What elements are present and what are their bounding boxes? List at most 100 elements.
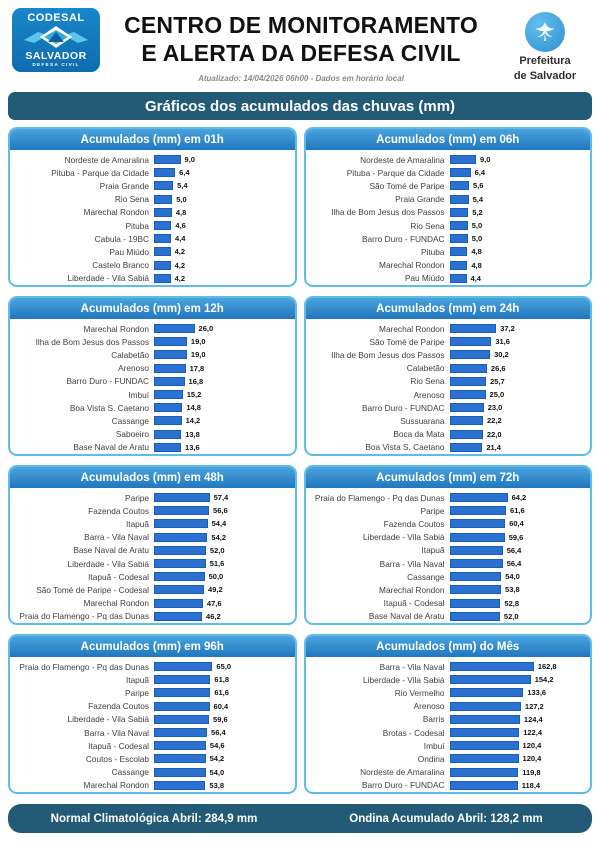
bar-row: Praia do Flamengo - Pq das Dunas 64,2: [308, 491, 587, 504]
bar-value: 133,6: [527, 688, 547, 698]
bar-value: 56,4: [506, 545, 522, 555]
prefeitura-label-line2: de Salvador: [513, 70, 577, 83]
rainfall-bar: [449, 234, 468, 244]
station-label: Rio Sena: [114, 194, 150, 205]
station-label: Liberdade - Vila Sabiá: [67, 273, 150, 284]
chart-title: Acumulados (mm) em 48h: [10, 467, 295, 488]
station-label: Praia do Flamengo - Pq das Dunas: [19, 661, 150, 672]
bar-value: 4,2: [174, 260, 186, 270]
bar-value: 127,2: [524, 701, 544, 711]
rainfall-bar: [449, 780, 518, 790]
bar-row: Paripe 61,6: [308, 504, 587, 517]
bar-value: 4,2: [174, 273, 186, 283]
bar-row: Fazenda Coutos 60,4: [308, 517, 587, 530]
chart-panel-mes: Acumulados (mm) do Mês Barra - Vila Nava…: [303, 634, 592, 794]
bar-value: 13,6: [185, 442, 200, 452]
bar-row: Ondina 120,4: [308, 752, 587, 765]
station-label: Barra - Vila Naval: [84, 727, 150, 738]
rainfall-bar: [449, 585, 502, 595]
bar-value: 4,4: [470, 273, 481, 283]
station-label: Itapuã: [125, 674, 150, 685]
bar-value: 19,0: [190, 350, 206, 360]
bar-row: Arenoso 17,8: [12, 362, 291, 375]
bar-value: 50,0: [208, 572, 224, 582]
bar-row: Paripe 57,4: [12, 491, 291, 504]
bar-row: São Tomé de Paripe 31,6: [308, 335, 587, 348]
bar-value: 61,6: [214, 688, 229, 698]
station-label: Barra - Vila Naval: [84, 532, 150, 543]
rainfall-bar: [449, 442, 483, 452]
bar-value: 52,8: [504, 598, 520, 608]
station-label: Cabula - 19BC: [94, 233, 150, 244]
bar-value: 118,4: [521, 780, 541, 790]
bar-row: Liberdade - Vila Sabiá 51,6: [12, 557, 291, 570]
bar-row: Liberdade - Vila Sabiá 154,2: [308, 673, 587, 686]
rainfall-bar: [154, 390, 183, 400]
station-label: Base Naval de Aratu: [73, 442, 150, 453]
bar-row: Nordeste de Amaralina 119,8: [308, 766, 587, 779]
bar-row: Barra - Vila Naval 162,8: [308, 660, 587, 673]
bar-row: Barro Duro - FUNDAC 118,4: [308, 779, 587, 792]
station-label: Pituba - Parque da Cidade: [346, 167, 445, 178]
bar-row: Pituba 4,6: [12, 219, 291, 232]
station-label: São Tomé de Paripe: [369, 336, 445, 347]
bar-value: 5,2: [472, 207, 483, 217]
rainfall-bar: [449, 273, 467, 283]
bar-value: 124,4: [523, 714, 543, 724]
station-label: Fazenda Coutos: [88, 701, 150, 712]
section-banner: Gráficos dos acumulados das chuvas (mm): [8, 92, 592, 120]
chart-panel-96h: Acumulados (mm) em 96h Praia do Flamengo…: [8, 634, 297, 794]
bar-row: Pau Miúdo 4,4: [308, 272, 587, 285]
bar-row: Itapuã 61,8: [12, 673, 291, 686]
station-label: Sussuarana: [400, 415, 445, 426]
station-label: Cassange: [407, 571, 445, 582]
rainfall-bar: [449, 403, 484, 413]
station-label: Boa Vista S. Caetano: [69, 402, 150, 413]
station-label: Pau Miúdo: [109, 246, 150, 257]
bar-value: 30,2: [494, 350, 509, 360]
bar-row: Boa Vista S. Caetano 21,4: [308, 441, 587, 454]
bar-value: 14,8: [186, 403, 201, 413]
bar-value: 6,4: [474, 168, 486, 178]
rainfall-bar: [449, 519, 506, 529]
bar-row: Barra - Vila Naval 56,4: [12, 726, 291, 739]
rainfall-bar: [154, 780, 206, 790]
station-label: Brotas - Codesal: [382, 727, 445, 738]
rainfall-bar: [449, 545, 503, 555]
rainfall-bar: [154, 260, 171, 270]
station-label: São Tomé de Paripe: [369, 180, 445, 191]
rainfall-bar: [154, 273, 171, 283]
bar-row: Fazenda Coutos 60,4: [12, 700, 291, 713]
prefeitura-label-line1: Prefeitura: [519, 55, 571, 67]
bar-row: São Tomé de Paripe 5,6: [308, 179, 587, 192]
bar-value: 52,0: [209, 545, 225, 555]
bar-value: 15,2: [186, 390, 202, 400]
bar-row: Praia do Flamengo - Pq das Dunas 46,2: [12, 610, 291, 623]
rainfall-bar: [154, 363, 186, 373]
bar-row: Ilha de Bom Jesus dos Passos 5,2: [308, 206, 587, 219]
bar-value: 59,6: [508, 532, 524, 542]
rainfall-bar: [154, 194, 173, 204]
station-label: Barro Duro - FUNDAC: [362, 402, 445, 413]
bar-row: Castelo Branco 4,2: [12, 259, 291, 272]
station-label: Itapuã - Codesal: [383, 598, 445, 609]
prefeitura-emblem-icon: [525, 12, 565, 52]
chart-title: Acumulados (mm) em 12h: [10, 298, 295, 319]
bar-value: 4,2: [174, 247, 186, 257]
bar-value: 6,4: [179, 168, 190, 178]
bar-row: Pituba - Parque da Cidade 6,4: [12, 166, 291, 179]
rainfall-bar: [449, 662, 534, 672]
rainfall-bar: [154, 728, 208, 738]
bar-row: Liberdade - Vila Sabiá 59,6: [308, 531, 587, 544]
chart-body: Paripe 57,4 Fazenda Coutos 56,6 Itapuã 54,4 Ba…: [10, 488, 295, 623]
bar-value: 22,2: [487, 416, 502, 426]
rainfall-bar: [449, 767, 519, 777]
bar-row: Calabetão 26,6: [308, 362, 587, 375]
station-label: Pituba: [421, 246, 445, 257]
station-label: Marechal Rondon: [83, 207, 150, 218]
rainfall-bar: [449, 260, 468, 270]
rainfall-bar: [154, 688, 211, 698]
station-label: Ilha de Bom Jesus dos Passos: [35, 336, 150, 347]
station-label: Nordeste de Amaralina: [360, 154, 445, 165]
rainfall-bar: [449, 701, 521, 711]
